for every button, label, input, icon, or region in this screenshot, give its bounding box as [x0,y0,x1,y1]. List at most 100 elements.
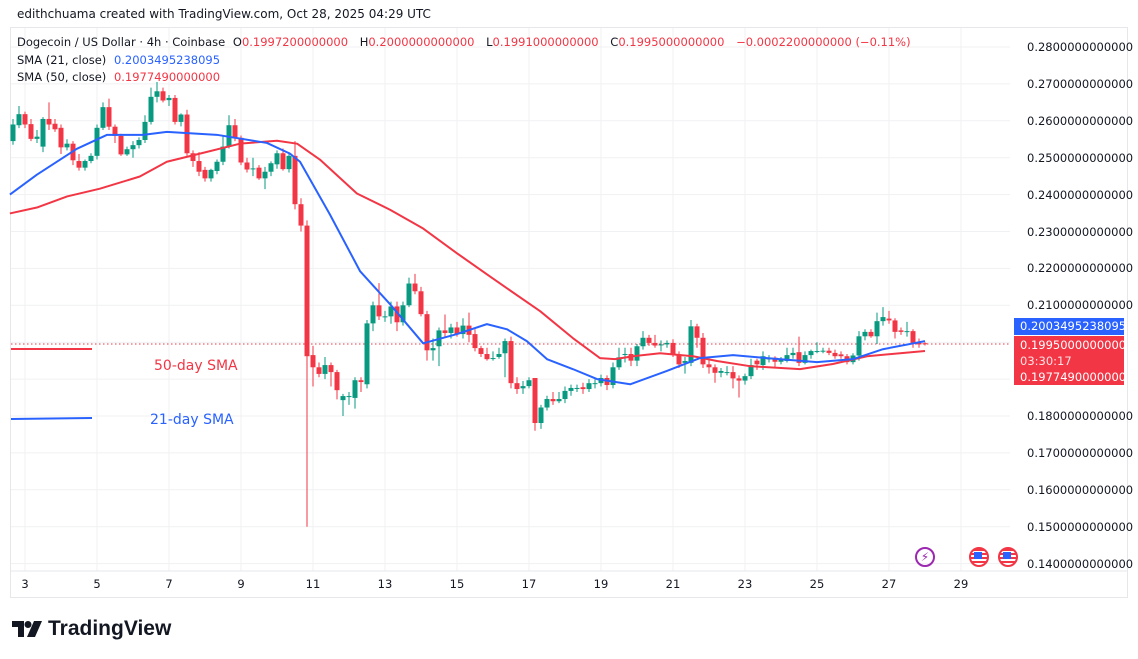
candle-down [328,365,334,373]
candle-up [364,323,370,385]
candle-down [418,291,424,315]
candle-up [862,331,868,337]
candle-down [424,314,430,351]
tradingview-logo[interactable]: TradingView [12,617,171,641]
candle-up [760,356,766,366]
price-axis-label: 0.2100000000000 [1027,298,1134,313]
close-label: C [610,35,619,49]
candle-up [82,161,88,168]
candle-up [874,321,880,337]
price-axis-label: 0.2700000000000 [1027,76,1134,91]
candle-down [46,118,52,125]
candle-down [706,364,712,368]
candle-down [280,153,286,170]
candle-up [448,327,454,333]
candle-up [370,305,376,324]
symbol-legend: Dogecoin / US Dollar · 4h · Coinbase O0.… [17,35,915,49]
candle-down [376,305,382,317]
candle-down [454,327,460,335]
candle-down [772,357,778,362]
candle-down [190,153,196,162]
candle-up [568,387,574,391]
sma21-legend[interactable]: SMA (21, close) 0.2003495238095 [17,53,224,67]
last-price-label: 0.1995000000000 03:30:17 0.1977490000000 [1014,336,1127,385]
close-value: 0.1995000000000 [618,35,725,49]
candle-down [244,162,250,170]
candle-up [556,399,562,402]
price-axis-label: 0.2500000000000 [1027,150,1134,165]
candle-down [28,124,34,139]
time-axis-label: 15 [449,577,465,591]
candle-down [118,135,124,155]
candle-up [340,396,346,401]
candle-down [472,334,478,349]
candle-down [172,97,178,122]
logo-text: TradingView [48,617,172,640]
candle-up [100,107,106,128]
candle-up [214,161,220,171]
candle-up [616,357,622,368]
lightning-event-icon[interactable]: ⚡ [915,547,935,567]
candle-up [88,155,94,162]
low-value: 0.1991000000000 [492,35,599,49]
candle-up [562,390,568,400]
candle-up [544,399,550,408]
high-label: H [359,35,369,49]
candle-down [478,348,484,355]
sma21-line [9,130,926,386]
candle-up [814,351,820,353]
candle-down [910,331,916,343]
time-axis-label: 27 [881,577,897,591]
price-axis-label: 0.2600000000000 [1027,113,1134,128]
candle-up [502,341,508,354]
us-flag-event-icon[interactable] [969,547,989,567]
chart-credit: edithchuama created with TradingView.com… [17,7,431,21]
candle-down [58,127,64,148]
candle-up [268,163,274,172]
candle-up [784,355,790,362]
candle-up [274,153,280,165]
sma50-legend[interactable]: SMA (50, close) 0.1977490000000 [17,70,224,84]
candle-up [94,127,100,156]
candle-up [574,387,580,389]
price-axis-label: 0.2300000000000 [1027,224,1134,239]
candle-down [826,350,832,353]
time-axis-label: 19 [593,577,609,591]
price-axis-label: 0.1800000000000 [1027,409,1134,423]
sma50-value: 0.1977490000000 [113,70,221,84]
candle-down [652,342,658,346]
price-axis-label: 0.1500000000000 [1027,519,1134,534]
candle-down [106,107,112,127]
candle-down [700,337,706,365]
time-axis-label: 29 [953,577,969,591]
chart-panel[interactable] [10,27,1128,598]
candle-down [76,161,82,168]
candle-up [664,342,670,345]
candle-down [898,330,904,332]
candle-up [220,146,226,162]
sma21-price-label: 0.2003495238095 [1014,318,1126,335]
price-axis-label: 0.1600000000000 [1027,482,1134,497]
candle-up [352,380,358,398]
sma21-annotation: 21-day SMA [150,412,234,428]
price-axis-label: 0.2800000000000 [1027,40,1134,54]
candle-down [334,372,340,391]
last-price: 0.1995000000000 [1020,338,1127,352]
price-axis-label: 0.2400000000000 [1027,187,1134,202]
candle-up [490,358,496,360]
candle-down [298,204,304,226]
candle-up [166,97,172,101]
candle-up [142,121,148,140]
bar-countdown: 03:30:17 [1020,354,1072,368]
candle-down [508,341,514,384]
time-axis-label: 17 [521,577,537,591]
candle-down [304,225,310,357]
time-axis-label: 21 [665,577,681,591]
candle-down [412,283,418,292]
candle-down [796,352,802,363]
candle-up [790,352,796,356]
symbol-title[interactable]: Dogecoin / US Dollar · 4h · Coinbase [17,35,226,49]
candle-up [682,361,688,363]
us-flag-event-icon[interactable] [998,547,1018,567]
